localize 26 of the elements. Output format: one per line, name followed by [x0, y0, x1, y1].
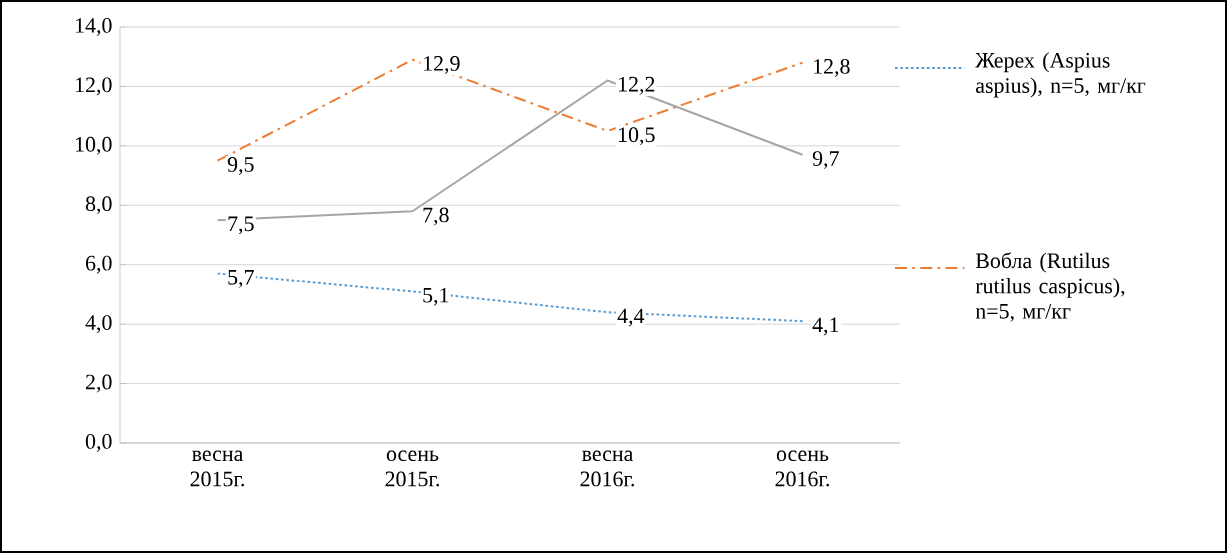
y-tick-label: 6,0 [85, 255, 112, 274]
data-label: 9,7 [812, 151, 839, 170]
y-tick-label: 2,0 [86, 374, 112, 393]
x-tick-label: весна 2015г. [190, 450, 244, 487]
y-tick-label: 8,0 [85, 196, 112, 215]
x-tick-label: осень 2016г. [775, 450, 829, 487]
data-label: 4,4 [617, 308, 645, 327]
x-tick-label: осень 2015г. [385, 450, 439, 487]
y-tick-label: 10,0 [76, 136, 112, 155]
data-label: 5,1 [423, 287, 449, 306]
data-label: 12,9 [424, 56, 460, 74]
y-tick-label: 0,0 [85, 434, 112, 452]
data-label: 4,1 [812, 317, 839, 336]
data-label: 5,7 [228, 270, 254, 288]
legend-label: Жерех (Aspius aspius), n=5, мг/кг [975, 52, 1146, 98]
data-label: 12,2 [619, 76, 655, 95]
y-tick-label: 14,0 [76, 18, 112, 36]
data-label: 12,8 [814, 59, 850, 77]
y-tick-label: 12,0 [76, 77, 112, 96]
x-tick-label: весна 2016г. [580, 450, 634, 487]
legend-label: Вобла (Rutilus rutilus caspicus), n=5, мг/кг [975, 252, 1125, 322]
data-label: 7,8 [423, 207, 449, 226]
data-label: 7,5 [228, 216, 254, 235]
data-label: 9,5 [227, 157, 254, 175]
y-tick-label: 4,0 [85, 315, 112, 334]
data-label: 10,5 [619, 127, 655, 146]
